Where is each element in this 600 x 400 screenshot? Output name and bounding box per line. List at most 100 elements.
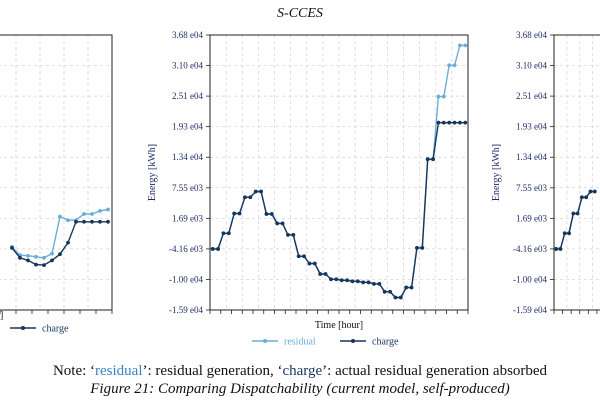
y-tick-label: 1.93 e04: [172, 122, 203, 132]
data-point-charge: [436, 120, 441, 125]
data-point-charge: [584, 195, 589, 200]
legend-marker-charge: [21, 326, 25, 330]
data-point-charge: [264, 212, 269, 216]
legend-partial: ]: [0, 310, 3, 321]
data-point-charge: [562, 231, 567, 236]
data-point-residual: [106, 207, 110, 212]
y-tick-label: -1.00 e04: [513, 274, 547, 284]
data-point-charge: [210, 247, 215, 251]
data-point-residual: [82, 212, 86, 216]
note-suffix: ’: actual residual generation absorbed: [322, 363, 547, 379]
data-point-charge: [388, 289, 392, 294]
y-tick-label: 1.93 e04: [516, 122, 547, 132]
series-line-charge: [11, 221, 108, 266]
data-point-charge: [34, 262, 38, 267]
legend-marker-residual: [263, 339, 267, 343]
data-point-charge: [447, 120, 452, 125]
data-point-charge: [106, 219, 110, 224]
y-tick-label: 1.34 e04: [172, 152, 203, 162]
data-point-charge: [42, 263, 46, 268]
data-point-charge: [82, 219, 86, 224]
x-axis-label: Time [hour]: [315, 320, 363, 331]
y-tick-label: 1.34 e04: [516, 152, 547, 162]
data-point-charge: [286, 232, 290, 237]
chart-panels: ] charge -1.59 e04 -1.00 e04 -4.16 e03 1.69 e…: [0, 30, 600, 348]
data-point-residual: [90, 212, 94, 216]
y-tick-label: 3.10 e04: [516, 61, 547, 71]
data-point-residual: [26, 253, 30, 258]
data-point-charge: [334, 277, 339, 282]
data-point-residual: [58, 214, 62, 219]
data-point-residual: [98, 208, 102, 213]
y-tick-label: 2.51 e04: [172, 91, 203, 101]
y-axis-label: Energy [kWh]: [491, 144, 502, 201]
data-point-charge: [431, 157, 435, 162]
chart-panel-right: -1.59 e04 -1.00 e04 -4.16 e03 1.69 e03 7.55 …: [491, 30, 600, 315]
data-point-charge: [90, 219, 94, 224]
data-point-charge: [350, 279, 355, 284]
data-point-charge: [592, 189, 597, 194]
note-charge: charge: [282, 363, 322, 379]
data-point-charge: [372, 282, 376, 286]
plot-frame: [209, 34, 469, 311]
data-point-residual: [452, 63, 457, 68]
data-point-charge: [579, 195, 584, 200]
data-point-charge: [259, 189, 263, 194]
data-point-charge: [237, 211, 242, 216]
series-group: [10, 207, 110, 268]
data-point-charge: [361, 280, 366, 285]
data-point-charge: [323, 272, 328, 276]
data-point-charge: [307, 261, 312, 266]
y-tick-label: 3.68 e04: [172, 30, 203, 40]
y-tick-label: -1.59 e04: [169, 305, 203, 315]
data-point-charge: [339, 278, 344, 283]
data-point-charge: [377, 282, 382, 286]
caption-note: Note: ‘residual’: residual generation, ‘…: [53, 363, 548, 379]
data-point-residual: [441, 94, 446, 99]
note-prefix: Note: ‘: [53, 363, 95, 379]
data-point-charge: [269, 212, 274, 216]
data-point-residual: [458, 43, 462, 48]
y-tick-label: -1.00 e04: [169, 274, 203, 284]
data-point-charge: [345, 278, 349, 283]
data-point-charge: [404, 285, 409, 290]
data-point-charge: [312, 261, 317, 266]
data-point-charge: [275, 221, 280, 226]
y-tick-label: 2.51 e04: [516, 91, 547, 101]
data-point-charge: [425, 157, 430, 162]
plot-frame: [0, 34, 113, 311]
chart-panel-center: -1.59 e04 -1.00 e04 -4.16 e03 1.69 e03 7.55 …: [147, 30, 469, 348]
data-point-charge: [420, 246, 425, 250]
data-point-charge: [226, 231, 231, 236]
data-point-charge: [575, 211, 580, 216]
legend-label-charge: charge: [42, 324, 69, 335]
data-point-charge: [296, 254, 301, 259]
chart-title: S-CCES: [277, 6, 323, 21]
data-point-charge: [66, 240, 70, 245]
data-point-charge: [302, 254, 306, 259]
y-tick-label: -4.16 e03: [169, 244, 203, 254]
data-point-charge: [415, 246, 419, 250]
y-tick-label: 1.69 e03: [516, 213, 547, 223]
y-axis-label: Energy [kWh]: [147, 144, 158, 201]
y-tick-label: 3.10 e04: [172, 61, 203, 71]
data-point-charge: [280, 221, 285, 226]
note-residual: residual: [95, 363, 142, 379]
data-point-charge: [318, 272, 323, 276]
data-point-charge: [58, 252, 62, 257]
data-point-charge: [366, 280, 371, 285]
data-point-residual: [463, 43, 468, 48]
y-tick-label: 1.69 e03: [172, 213, 203, 223]
data-point-charge: [458, 120, 462, 125]
data-point-residual: [34, 254, 38, 259]
data-point-charge: [382, 289, 387, 294]
legend-marker-charge: [351, 339, 355, 343]
plot-frame: [553, 34, 600, 311]
data-point-residual: [42, 255, 46, 260]
data-point-charge: [398, 295, 403, 300]
data-point-charge: [74, 219, 78, 224]
data-point-charge: [571, 211, 576, 216]
data-point-charge: [50, 258, 54, 263]
data-point-charge: [567, 231, 571, 236]
